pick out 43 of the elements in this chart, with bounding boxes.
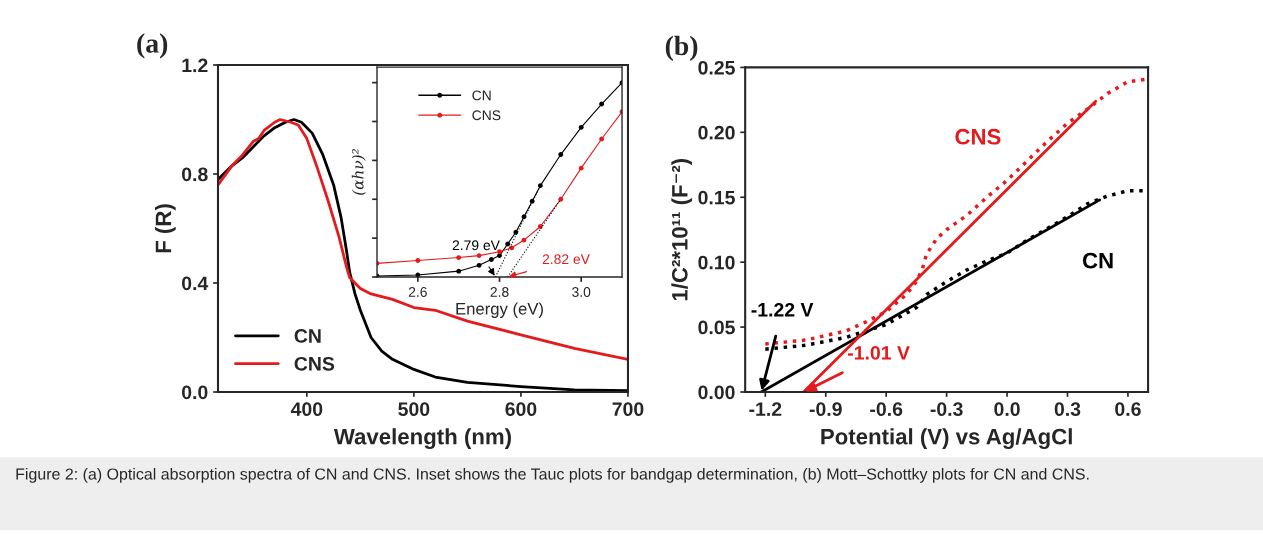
series-label: CN [1082, 252, 1113, 269]
y-tick-label: 1.2 [182, 58, 208, 73]
y-tick-label: 0.25 [698, 60, 735, 75]
legend-label: CNS [294, 356, 335, 371]
y-axis-title: (αhν)² [351, 149, 366, 195]
legend-label: CNS [472, 110, 501, 121]
annotation: -1.01 V [848, 345, 910, 360]
x-tick-label: 0.0 [994, 402, 1020, 417]
y-tick-label: 0.8 [182, 167, 208, 182]
x-tick-label: 600 [505, 402, 537, 417]
y-axis-title: F (R) [154, 204, 176, 253]
annotation: -1.22 V [751, 302, 814, 317]
x-tick-label: -1.2 [749, 402, 782, 416]
chart-title: (b) [665, 35, 698, 61]
x-tick-label: 3.0 [572, 287, 591, 297]
y-tick-label: 0.4 [182, 276, 209, 291]
x-axis-title: Wavelength (nm) [333, 428, 511, 449]
legend-label: CN [294, 329, 321, 343]
x-tick-label: -0.9 [809, 402, 842, 417]
chart-title: (a) [137, 33, 168, 59]
y-tick-label: 0.20 [698, 125, 735, 140]
caption: Figure 2: (a) Optical absorption spectra of CN and CNS. Inset shows the Tauc plots for bandgap determination, (b) Mott–Schottky plots for CN and CNS. [16, 467, 1089, 483]
y-tick-label: 0.0 [182, 385, 208, 400]
y-tick-label: 0.15 [698, 190, 735, 205]
x-axis-title: Potential (V) vs Ag/AgCl [821, 428, 1072, 449]
x-tick-label: 2.6 [408, 287, 427, 297]
x-tick-label: 0.6 [1115, 402, 1141, 417]
x-tick-label: 2.8 [490, 287, 509, 297]
y-tick-label: 0.00 [698, 385, 735, 400]
x-tick-label: -0.3 [930, 402, 963, 417]
annotation: 2.79 eV [452, 240, 500, 251]
series-label: CNS [955, 128, 1001, 145]
x-tick-label: 500 [398, 402, 430, 417]
legend-label: CN [472, 90, 491, 101]
y-tick-label: 0.10 [698, 255, 735, 270]
x-axis-title: Energy (eV) [456, 302, 543, 318]
x-tick-label: 400 [290, 402, 323, 417]
x-tick-label: -0.6 [870, 402, 903, 417]
x-tick-label: 0.3 [1054, 402, 1081, 417]
y-axis-title: 1/C²*10¹¹ (F⁻²) [671, 158, 693, 301]
annotation: 2.82 eV [542, 254, 590, 265]
x-tick-label: 700 [612, 402, 644, 417]
y-tick-label: 0.05 [698, 320, 735, 335]
